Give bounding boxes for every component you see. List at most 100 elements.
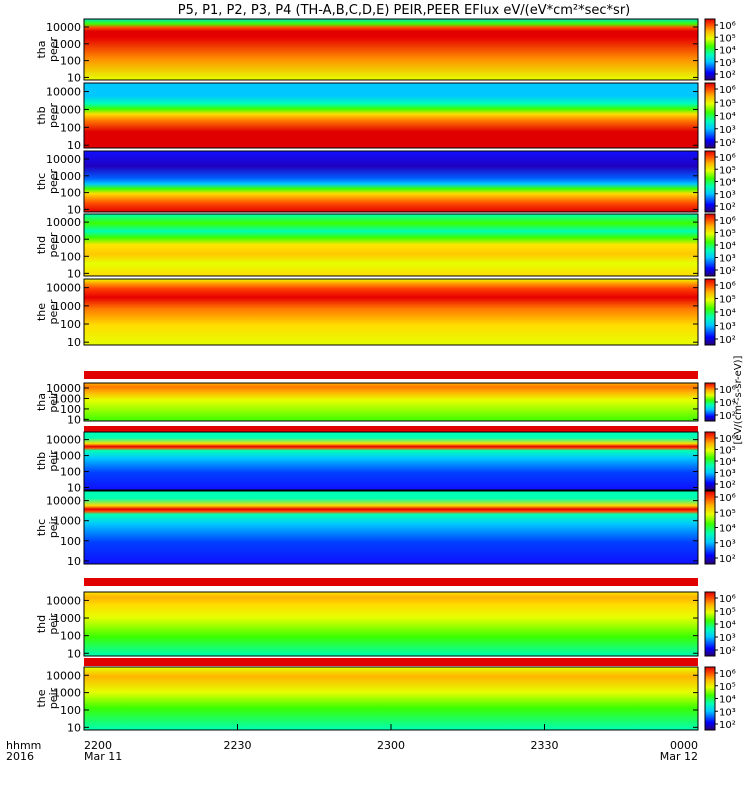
y-tick-label: 1000: [53, 687, 81, 700]
panel-probe-label: thc: [35, 173, 48, 190]
colorbar: [704, 278, 716, 346]
colorbar-tick-label: 10⁴: [719, 178, 736, 189]
panel-probe-label: thb: [35, 452, 48, 470]
colorbar-tick-label: 10²: [719, 554, 736, 565]
y-tick-label: 100: [60, 704, 81, 717]
spectrogram-image: [84, 667, 698, 730]
colorbar-tick-label: 10⁴: [719, 524, 736, 535]
panel-species-label: peer: [47, 103, 60, 129]
colorbar-tick-label: 10³: [719, 322, 736, 333]
spectrogram-image: [84, 214, 698, 276]
panel-frame: [83, 278, 699, 346]
colorbar-tick-label: 10²: [719, 720, 736, 731]
colorbar-unit-label: [eV/(cm²-s-sr-eV)]: [733, 355, 744, 444]
colorbar-tick-label: 10⁵: [719, 33, 736, 44]
colorbar-tick-label: 10⁴: [719, 46, 736, 57]
y-tick-label: 10: [67, 721, 81, 734]
colorbar-tick-label: 10⁵: [719, 295, 736, 306]
colorbar-tick-label: 10⁵: [719, 508, 736, 519]
y-tick-label: 10000: [46, 153, 81, 166]
panel-frame: [83, 213, 699, 277]
spectrogram-image: [84, 432, 698, 490]
y-tick-label: 10000: [46, 669, 81, 682]
y-tick-label: 1000: [53, 233, 81, 246]
colorbar: [704, 490, 716, 565]
panel-frame: [83, 18, 699, 81]
y-tick-label: 1000: [53, 300, 81, 313]
colorbar-tick-label: 10²: [719, 646, 736, 657]
y-tick-label: 100: [60, 55, 81, 68]
y-tick-label: 10000: [46, 382, 81, 395]
panel-species-label: peer: [47, 37, 60, 63]
panel-thc-peir: 10000 1000 100 10 thc peir 10⁶ 10⁵ 10⁴ 10³ 10²: [35, 490, 736, 568]
y-tick-label: 1000: [53, 103, 81, 116]
colorbar: [704, 213, 716, 277]
colorbar-tick-label: 10⁶: [719, 434, 736, 445]
panel-the-peer: 10000 1000 100 10 the peer 10⁶ 10⁵ 10⁴ 10³ 10²: [35, 278, 736, 349]
colorbar: [704, 18, 716, 81]
colorbar-tick-label: 10⁴: [719, 112, 736, 123]
panel-species-label: peer: [47, 169, 60, 195]
y-tick-label: 10000: [46, 21, 81, 34]
panel-probe-label: tha: [35, 40, 48, 58]
panel-frame: [83, 490, 699, 565]
colorbar-tick-label: 10⁴: [719, 695, 736, 706]
colorbar-tick-label: 10²: [719, 480, 736, 491]
colorbar-tick-label: 10³: [719, 707, 736, 718]
colorbar-tick-label: 10⁶: [719, 21, 736, 32]
x-tick-label: 2300: [377, 739, 405, 752]
y-tick-label: 10: [67, 71, 81, 84]
y-tick-label: 10: [67, 139, 81, 152]
panel-probe-label: the: [35, 303, 48, 321]
spectrogram-image: [84, 491, 698, 564]
colorbar-tick-label: 10⁴: [719, 457, 736, 468]
y-tick-label: 1000: [53, 392, 81, 405]
panel-species-label: peir: [47, 450, 60, 472]
colorbar-tick-label: 10⁶: [719, 594, 736, 605]
y-tick-label: 100: [60, 630, 81, 643]
y-tick-label: 10: [67, 647, 81, 660]
colorbar: [704, 591, 716, 657]
panel-frame: [83, 82, 699, 149]
fill-value-stripe: [84, 658, 698, 666]
colorbar-tick-label: 10³: [719, 125, 736, 136]
colorbar-tick-label: 10³: [719, 539, 736, 550]
panel-probe-label: the: [35, 689, 48, 707]
colorbar-tick-label: 10⁴: [719, 398, 736, 409]
colorbar-tick-label: 10⁵: [719, 165, 736, 176]
chart-title: P5, P1, P2, P3, P4 (TH-A,B,C,D,E) PEIR,P…: [178, 3, 631, 18]
y-tick-label: 10000: [46, 434, 81, 447]
colorbar-tick-label: 10²: [719, 266, 736, 277]
colorbar-tick-label: 10²: [719, 202, 736, 213]
colorbar: [704, 82, 716, 149]
y-tick-label: 10: [67, 203, 81, 216]
panel-thd-peir: 10000 1000 100 10 thd peir 10⁶ 10⁵ 10⁴ 10³ 10²: [35, 591, 736, 660]
y-tick-label: 10: [67, 482, 81, 495]
y-tick-label: 10000: [46, 495, 81, 508]
y-tick-label: 1000: [53, 450, 81, 463]
x-tick-label: 0000: [670, 739, 698, 752]
spectrogram-image: [84, 279, 698, 345]
y-tick-label: 1000: [53, 170, 81, 183]
panel-frame: [83, 591, 699, 657]
panel-species-label: peer: [47, 299, 60, 325]
colorbar-tick-label: 10⁶: [719, 216, 736, 227]
colorbar-tick-label: 10⁵: [719, 682, 736, 693]
colorbar-tick-label: 10⁶: [719, 85, 736, 96]
colorbar-tick-label: 10⁴: [719, 241, 736, 252]
y-tick-label: 1000: [53, 515, 81, 528]
colorbar-tick-label: 10³: [719, 58, 736, 69]
colorbar: [704, 666, 716, 731]
panel-frame: [83, 382, 699, 422]
colorbar-tick-label: 10⁵: [719, 98, 736, 109]
colorbar-tick-label: 10⁴: [719, 308, 736, 319]
panel-thb-peer: 10000 1000 100 10 thb peer 10⁶ 10⁵ 10⁴ 10³ 10²: [35, 82, 736, 152]
colorbar-tick-label: 10³: [719, 254, 736, 265]
